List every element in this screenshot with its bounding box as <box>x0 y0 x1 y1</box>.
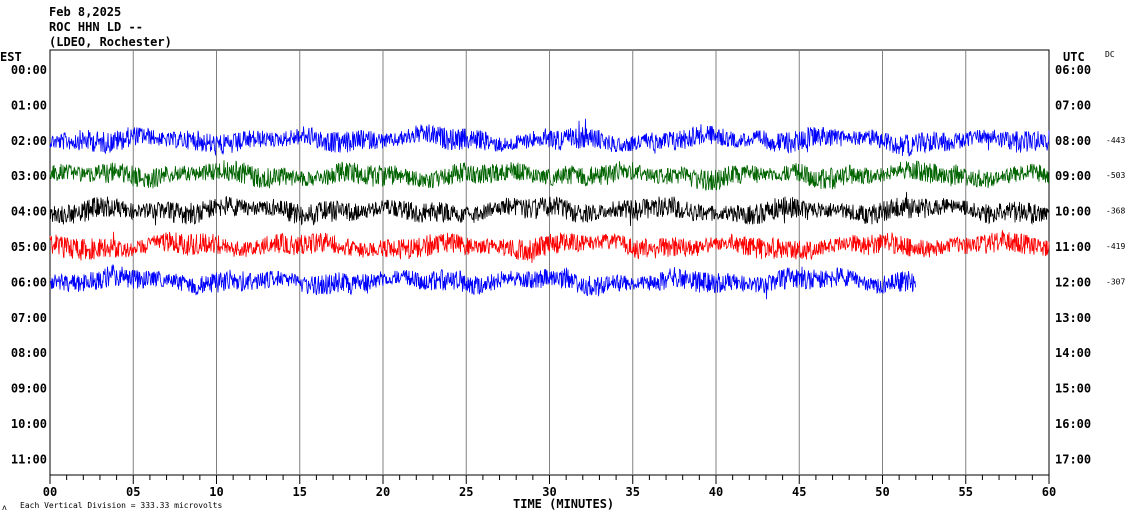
scale-note: Each Vertical Division = 333.33 microvol… <box>20 501 222 510</box>
x-tick-label-25: 25 <box>459 485 473 499</box>
utc-label-0: 06:00 <box>1055 63 1091 77</box>
x-tick-label-40: 40 <box>709 485 723 499</box>
utc-label-5: 11:00 <box>1055 240 1091 254</box>
utc-label-4: 10:00 <box>1055 205 1091 219</box>
trace-row-4 <box>49 191 1050 227</box>
est-label-6: 06:00 <box>11 275 47 289</box>
est-label-4: 04:00 <box>11 205 47 219</box>
x-tick-label-00: 00 <box>43 485 57 499</box>
utc-label-8: 14:00 <box>1055 346 1091 360</box>
header-station: ROC HHN LD -- <box>49 20 143 34</box>
x-axis-labels: 00 05 10 15 20 25 30 35 40 45 50 55 60 <box>43 485 1056 499</box>
utc-label-7: 13:00 <box>1055 311 1091 325</box>
est-label-11: 11:00 <box>11 452 47 466</box>
est-label-2: 02:00 <box>11 134 47 148</box>
est-label-7: 07:00 <box>11 311 47 325</box>
trace-row-2 <box>49 118 1050 157</box>
dc-title: DC <box>1105 50 1115 59</box>
trace-row-5 <box>49 230 1050 264</box>
dc-offset-row-6: -307 <box>1106 277 1125 286</box>
traces <box>49 118 1050 300</box>
utc-row-labels: 06:00 07:00 08:00 09:00 10:00 11:00 12:00 13:00… <box>1055 63 1091 466</box>
grid-lines <box>132 50 967 475</box>
trace-row-3 <box>49 160 1050 191</box>
x-tick-label-35: 35 <box>626 485 640 499</box>
header-date: Feb 8,2025 <box>49 5 121 19</box>
dc-offset-row-4: -368 <box>1106 207 1125 216</box>
utc-label-3: 09:00 <box>1055 169 1091 183</box>
est-row-labels: 00:00 01:00 02:00 03:00 04:00 05:00 06:00 07:00… <box>11 63 47 466</box>
left-axis-title: EST <box>0 50 22 64</box>
x-tick-label-50: 50 <box>875 485 889 499</box>
est-label-9: 09:00 <box>11 382 47 396</box>
utc-label-1: 07:00 <box>1055 98 1091 112</box>
dc-offset-row-5: -419 <box>1106 242 1125 251</box>
utc-label-6: 12:00 <box>1055 275 1091 289</box>
header-network: (LDEO, Rochester) <box>49 35 172 49</box>
x-axis-ticks <box>49 475 1050 484</box>
x-axis-title: TIME (MINUTES) <box>513 497 614 511</box>
dc-offset-labels: -443 -503 -368 -419 -307 <box>1106 136 1125 287</box>
x-tick-label-20: 20 <box>376 485 390 499</box>
utc-label-2: 08:00 <box>1055 134 1091 148</box>
x-tick-label-30: 30 <box>542 485 556 499</box>
x-tick-label-15: 15 <box>293 485 307 499</box>
right-axis-title: UTC <box>1063 50 1085 64</box>
x-tick-label-45: 45 <box>792 485 806 499</box>
trace-row-6 <box>49 263 916 300</box>
utc-label-11: 17:00 <box>1055 452 1091 466</box>
x-tick-label-60: 60 <box>1042 485 1056 499</box>
x-tick-label-10: 10 <box>209 485 223 499</box>
est-label-8: 08:00 <box>11 346 47 360</box>
est-label-1: 01:00 <box>11 98 47 112</box>
est-label-3: 03:00 <box>11 169 47 183</box>
dc-offset-row-2: -443 <box>1106 136 1125 145</box>
x-tick-label-05: 05 <box>126 485 140 499</box>
utc-label-10: 16:00 <box>1055 417 1091 431</box>
est-label-10: 10:00 <box>11 417 47 431</box>
utc-label-9: 15:00 <box>1055 382 1091 396</box>
scale-icon: ᴧ <box>2 503 7 512</box>
est-label-0: 00:00 <box>11 63 47 77</box>
dc-offset-row-3: -503 <box>1106 171 1125 180</box>
x-tick-label-55: 55 <box>959 485 973 499</box>
est-label-5: 05:00 <box>11 240 47 254</box>
